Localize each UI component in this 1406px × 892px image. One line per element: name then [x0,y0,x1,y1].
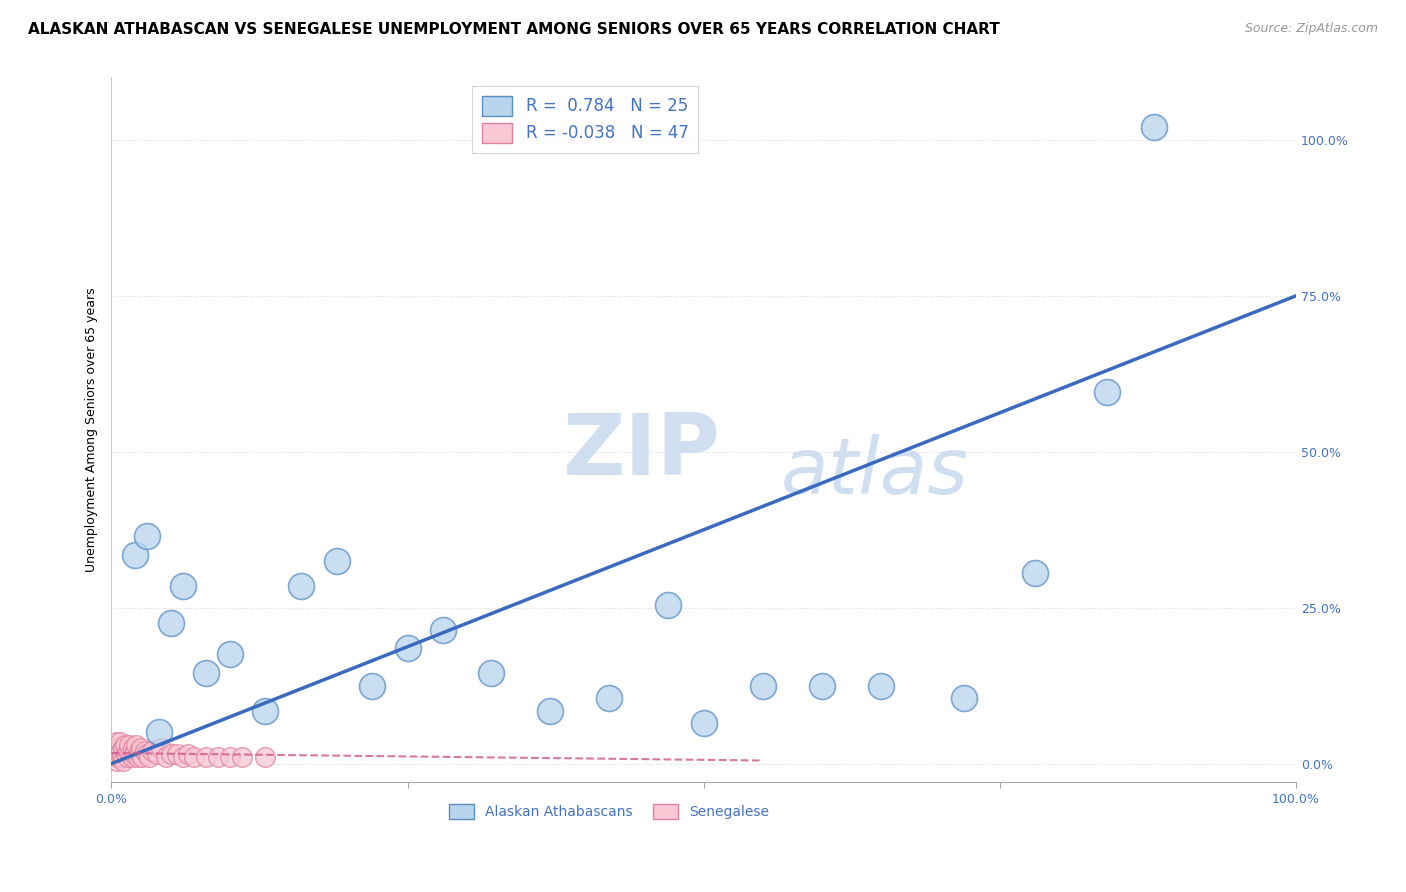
Point [752,679,775,693]
Point [479,666,502,681]
Point [108,747,131,762]
Point [104,741,127,756]
Point [195,750,218,764]
Point [112,741,135,756]
Point [172,750,194,764]
Y-axis label: Unemployment Among Seniors over 65 years: Unemployment Among Seniors over 65 years [86,287,98,572]
Point [325,554,347,568]
Point [111,750,134,764]
Point [122,747,145,762]
Point [150,741,173,756]
Point [105,735,128,749]
Point [105,750,128,764]
Point [166,747,188,762]
Point [107,750,129,764]
Point [195,666,218,681]
Point [219,750,242,764]
Point [254,750,277,764]
Point [120,747,142,762]
Point [136,529,159,543]
Point [118,738,141,752]
Point [110,744,132,758]
Point [207,750,229,764]
Point [121,741,143,756]
Legend: Alaskan Athabascans, Senegalese: Alaskan Athabascans, Senegalese [443,799,775,825]
Point [177,747,200,762]
Text: ZIP: ZIP [561,409,720,492]
Point [125,738,148,752]
Point [598,691,620,706]
Point [103,747,125,762]
Point [396,641,419,656]
Point [124,548,146,562]
Point [115,750,138,764]
Point [231,750,253,764]
Point [129,741,152,756]
Point [134,744,156,758]
Text: atlas: atlas [780,434,969,510]
Point [138,750,160,764]
Point [159,616,181,631]
Point [107,741,129,756]
Point [107,754,129,768]
Point [129,747,152,762]
Point [538,704,561,718]
Point [141,744,163,758]
Point [290,579,312,593]
Point [953,691,976,706]
Point [1095,385,1118,400]
Point [121,750,143,764]
Point [657,598,679,612]
Point [219,648,242,662]
Point [136,747,159,762]
Point [112,754,135,768]
Point [183,750,205,764]
Point [131,750,153,764]
Point [108,735,131,749]
Point [114,747,136,762]
Point [107,744,129,758]
Point [148,725,170,739]
Text: ALASKAN ATHABASCAN VS SENEGALESE UNEMPLOYMENT AMONG SENIORS OVER 65 YEARS CORREL: ALASKAN ATHABASCAN VS SENEGALESE UNEMPLO… [28,22,1000,37]
Point [870,679,893,693]
Point [1024,566,1046,581]
Text: Source: ZipAtlas.com: Source: ZipAtlas.com [1244,22,1378,36]
Point [1143,120,1166,135]
Point [114,738,136,752]
Point [254,704,277,718]
Point [361,679,384,693]
Point [117,744,139,758]
Point [127,750,149,764]
Point [811,679,834,693]
Point [128,744,150,758]
Point [145,747,167,762]
Point [172,579,194,593]
Point [155,750,177,764]
Point [693,716,716,731]
Point [124,744,146,758]
Point [432,623,454,637]
Point [159,747,181,762]
